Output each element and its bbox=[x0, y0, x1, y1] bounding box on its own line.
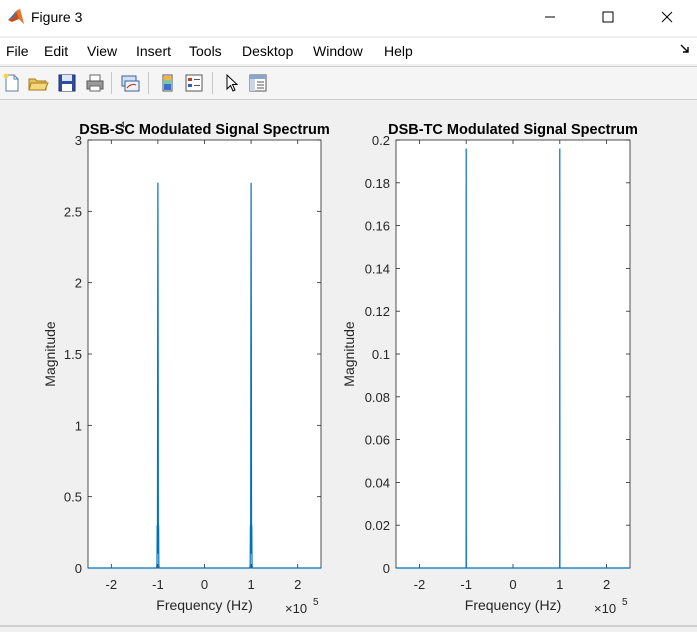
axes-ticks: -2 -1 0 1 2 0 0.02 0.04 0.06 0.08 0.1 0.12 0.14 0.16 0… bbox=[365, 133, 630, 592]
property-inspector-icon[interactable] bbox=[247, 72, 269, 94]
x-exponent-base: ×10 bbox=[594, 601, 616, 616]
y-tick-label: 0.18 bbox=[365, 176, 390, 191]
axes-dsb-tc[interactable]: DSB-TC Modulated Signal Spectrum Frequen… bbox=[341, 122, 638, 616]
x-tick-label: -2 bbox=[414, 577, 426, 592]
y-tick-label: 0.06 bbox=[365, 433, 390, 448]
toolbar-separator bbox=[212, 72, 213, 94]
window-title: Figure 3 bbox=[31, 9, 83, 25]
x-tick-label: 2 bbox=[603, 577, 610, 592]
x-tick-label: 2 bbox=[294, 577, 301, 592]
menu-file[interactable]: File bbox=[6, 43, 29, 59]
y-tick-label: 1.5 bbox=[64, 347, 82, 362]
y-exponent-fragment: 4 bbox=[120, 120, 125, 130]
minimize-button[interactable] bbox=[527, 0, 573, 34]
series-line bbox=[88, 182, 321, 569]
y-tick-label: 2 bbox=[75, 276, 82, 291]
save-icon[interactable] bbox=[56, 72, 78, 94]
y-tick-label: 0.12 bbox=[365, 304, 390, 319]
edit-plot-icon[interactable] bbox=[221, 72, 243, 94]
matlab-logo-icon bbox=[8, 9, 24, 24]
window-bottom-border bbox=[0, 625, 697, 627]
axes-title: DSB-SC Modulated Signal Spectrum bbox=[79, 122, 330, 138]
axes-title: DSB-TC Modulated Signal Spectrum bbox=[388, 122, 638, 138]
y-tick-label: 0.1 bbox=[372, 347, 390, 362]
x-axis-label: Frequency (Hz) bbox=[465, 597, 561, 613]
x-tick-label: -1 bbox=[460, 577, 472, 592]
figure-plots[interactable]: DSB-SC Modulated Signal Spectrum 4 Frequ… bbox=[0, 100, 697, 627]
x-exponent-power: 5 bbox=[313, 597, 319, 608]
x-tick-label: -1 bbox=[152, 577, 164, 592]
menu-window[interactable]: Window bbox=[313, 43, 363, 59]
x-tick-label: 0 bbox=[509, 577, 516, 592]
series-line bbox=[396, 148, 630, 569]
x-axis-label: Frequency (Hz) bbox=[156, 597, 252, 613]
open-file-icon[interactable] bbox=[27, 72, 49, 94]
toolbar bbox=[0, 66, 697, 100]
x-tick-label: 0 bbox=[201, 577, 208, 592]
y-axis-label: Magnitude bbox=[341, 321, 357, 387]
close-icon bbox=[661, 11, 673, 23]
y-tick-label: 3 bbox=[75, 133, 82, 148]
y-tick-label: 0 bbox=[383, 561, 390, 576]
menu-tools[interactable]: Tools bbox=[189, 43, 222, 59]
link-plot-icon[interactable] bbox=[119, 72, 141, 94]
toolbar-separator bbox=[148, 72, 149, 94]
y-tick-label: 0.16 bbox=[365, 219, 390, 234]
insert-colorbar-icon[interactable] bbox=[156, 72, 178, 94]
menu-desktop[interactable]: Desktop bbox=[242, 43, 294, 59]
dock-arrow-icon[interactable] bbox=[679, 43, 691, 55]
y-tick-label: 0.02 bbox=[365, 518, 390, 533]
toolbar-separator bbox=[111, 72, 112, 94]
axes-background bbox=[395, 139, 631, 569]
data-series bbox=[88, 182, 321, 569]
y-tick-label: 0.08 bbox=[365, 390, 390, 405]
minimize-icon bbox=[545, 16, 555, 18]
menu-edit[interactable]: Edit bbox=[44, 43, 69, 59]
maximize-icon bbox=[602, 11, 614, 23]
menu-insert[interactable]: Insert bbox=[136, 43, 172, 59]
menu-view[interactable]: View bbox=[87, 43, 118, 59]
y-tick-label: 0.5 bbox=[64, 490, 82, 505]
x-exponent-base: ×10 bbox=[285, 601, 307, 616]
print-icon[interactable] bbox=[84, 72, 106, 94]
x-exponent-power: 5 bbox=[622, 597, 628, 608]
data-series bbox=[396, 148, 630, 569]
figure-canvas[interactable]: DSB-SC Modulated Signal Spectrum 4 Frequ… bbox=[0, 100, 697, 627]
y-tick-label: 0.2 bbox=[372, 133, 390, 148]
new-figure-icon[interactable] bbox=[1, 72, 23, 94]
title-bar: Figure 3 bbox=[0, 0, 697, 36]
axes-dsb-sc[interactable]: DSB-SC Modulated Signal Spectrum 4 Frequ… bbox=[42, 120, 330, 616]
close-button[interactable] bbox=[644, 0, 690, 34]
axes-ticks: -2 -1 0 1 2 0 0.5 1 1.5 2 2.5 3 bbox=[64, 133, 321, 592]
maximize-button[interactable] bbox=[585, 0, 631, 34]
y-axis-label: Magnitude bbox=[42, 321, 58, 387]
y-tick-label: 0 bbox=[75, 561, 82, 576]
y-tick-label: 1 bbox=[75, 418, 82, 433]
x-tick-label: 1 bbox=[556, 577, 563, 592]
y-tick-label: 0.04 bbox=[365, 475, 390, 490]
menu-help[interactable]: Help bbox=[384, 43, 413, 59]
x-tick-label: 1 bbox=[247, 577, 254, 592]
axes-background bbox=[87, 139, 322, 569]
insert-legend-icon[interactable] bbox=[183, 72, 205, 94]
menu-bar: File Edit View Insert Tools Desktop Wind… bbox=[0, 38, 697, 64]
y-tick-label: 0.14 bbox=[365, 261, 390, 276]
x-tick-label: -2 bbox=[106, 577, 118, 592]
y-tick-label: 2.5 bbox=[64, 204, 82, 219]
